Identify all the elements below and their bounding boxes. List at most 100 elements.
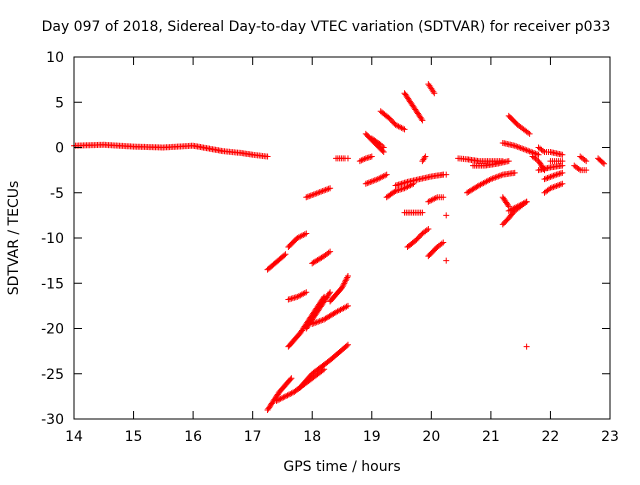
series-arc-34: [464, 169, 518, 196]
y-axis-ticks: 10 5 0 -5 -10 -15 -20 -25 -30: [41, 50, 610, 428]
series-arc-13: [327, 273, 351, 305]
data-point: [541, 176, 548, 183]
data-point: [364, 180, 371, 187]
series-arc-09: [303, 289, 334, 332]
data-point: [303, 289, 310, 296]
data-point: [490, 175, 497, 182]
data-point: [525, 129, 532, 136]
x-tick-label: 18: [303, 429, 321, 445]
data-point: [301, 231, 308, 238]
series-arc-44: [541, 169, 566, 183]
data-point: [575, 165, 582, 172]
data-point: [423, 227, 430, 234]
data-point: [322, 186, 329, 193]
data-point: [400, 125, 407, 132]
data-point: [550, 184, 557, 191]
series-arc-20: [383, 180, 417, 201]
data-point: [287, 376, 294, 383]
data-point: [551, 183, 558, 190]
data-point: [498, 172, 505, 179]
data-point: [599, 159, 606, 166]
series-arc-18: [368, 135, 387, 151]
data-point: [327, 185, 334, 192]
series-arc-30: [443, 212, 450, 219]
data-point: [583, 158, 590, 165]
data-point: [371, 177, 378, 184]
data-point: [344, 155, 351, 162]
data-point: [325, 249, 332, 256]
data-point: [362, 180, 369, 187]
data-point: [303, 230, 310, 237]
data-point: [312, 319, 319, 326]
series-arc-12: [303, 185, 334, 201]
series-arc-35: [499, 194, 512, 210]
data-point: [361, 156, 368, 163]
data-point: [306, 193, 313, 200]
data-point: [519, 145, 526, 152]
data-point: [496, 172, 503, 179]
data-point: [344, 341, 351, 348]
data-point: [285, 391, 292, 398]
series-arc-01: [71, 141, 271, 160]
data-point: [551, 172, 558, 179]
series-arc-47: [577, 153, 590, 165]
data-point: [534, 151, 541, 158]
data-point: [281, 252, 288, 259]
data-point: [559, 180, 566, 187]
data-point: [486, 176, 493, 183]
data-point: [283, 393, 290, 400]
data-point: [312, 190, 319, 197]
data-point: [327, 289, 334, 296]
series-arc-43: [535, 162, 566, 174]
data-point: [343, 303, 350, 310]
data-point: [511, 169, 518, 176]
data-point: [581, 156, 588, 163]
data-point: [342, 277, 349, 284]
data-point: [339, 283, 346, 290]
data-point: [559, 158, 566, 165]
data-point: [438, 240, 445, 247]
data-point: [380, 144, 387, 151]
series-arc-28: [425, 194, 447, 205]
data-point: [525, 147, 532, 154]
y-axis-label: SDTVAR / TECUs: [6, 181, 22, 296]
series-arc-08: [297, 341, 351, 391]
data-point: [553, 182, 560, 189]
data-point: [365, 179, 372, 186]
series-arc-02: [264, 251, 289, 273]
data-point: [391, 188, 398, 195]
data-point: [274, 397, 281, 404]
data-point: [304, 193, 311, 200]
series-arc-10: [309, 302, 351, 327]
data-point: [288, 390, 295, 397]
data-point: [583, 167, 590, 174]
data-point: [401, 126, 408, 133]
data-point: [526, 148, 533, 155]
series-arc-23: [401, 90, 426, 124]
series-arc-04: [285, 289, 310, 303]
data-point: [487, 176, 494, 183]
x-tick-label: 16: [184, 429, 202, 445]
data-point: [325, 185, 332, 192]
data-point: [548, 173, 555, 180]
data-point: [276, 396, 283, 403]
data-point: [440, 239, 447, 246]
data-point: [422, 153, 429, 160]
data-point: [379, 143, 386, 150]
data-point: [310, 320, 317, 327]
data-point: [383, 171, 390, 178]
y-tick-label: -30: [41, 412, 64, 428]
x-tick-label: 22: [542, 429, 560, 445]
series-arc-45: [541, 180, 566, 196]
data-point: [554, 182, 561, 189]
data-point: [544, 175, 551, 182]
data-point: [556, 181, 563, 188]
data-point: [443, 257, 450, 264]
data-point: [523, 147, 530, 154]
data-point: [419, 209, 426, 216]
x-tick-label: 19: [363, 429, 381, 445]
data-point: [559, 151, 566, 158]
data-point: [281, 393, 288, 400]
